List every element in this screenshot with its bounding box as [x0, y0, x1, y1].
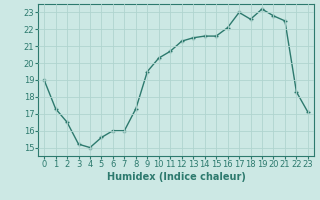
X-axis label: Humidex (Indice chaleur): Humidex (Indice chaleur)	[107, 172, 245, 182]
